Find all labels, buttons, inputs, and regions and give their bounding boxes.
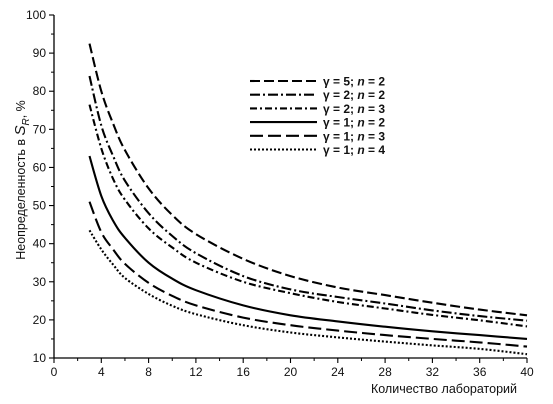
x-tick-label: 40 [520,365,534,379]
series-line-3 [88,104,528,328]
x-tick-label: 8 [145,365,152,379]
legend-label-6: γ = 1; n = 4 [323,143,385,157]
legend: γ = 5; n = 2γ = 2; n = 2γ = 2; n = 3γ = … [250,75,385,157]
legend-label-2: γ = 2; n = 2 [323,88,385,102]
x-axis-title: Количество лабораторий [371,382,517,396]
series-lines [88,43,528,356]
series-line-1 [88,43,528,317]
x-tick-label: 12 [189,365,203,379]
x-tick-label: 32 [426,365,440,379]
y-tick-label: 40 [33,237,47,251]
y-tick-label: 80 [33,84,47,98]
y-tick-label: 100 [26,8,46,22]
y-axis-title-prefix: Неопределенность в [14,136,28,260]
y-axis-title-suffix: , % [14,100,28,118]
x-tick-label: 0 [51,365,58,379]
x-tick-label: 20 [284,365,298,379]
x-tick-label: 36 [473,365,487,379]
y-tick-label: 30 [33,275,47,289]
x-tick-label: 24 [331,365,345,379]
y-tick-label: 60 [33,160,47,174]
y-tick-label: 50 [33,199,47,213]
series-line-2 [88,75,528,322]
legend-label-4: γ = 1; n = 2 [323,116,385,130]
y-tick-label: 70 [33,122,47,136]
y-axis-title: Неопределенность в SR, % [12,100,32,260]
legend-label-1: γ = 5; n = 2 [323,75,385,89]
y-axis-title-subscript: R [21,118,32,125]
x-axis-ticks: 0 4 8 12 16 20 24 28 32 36 40 [51,358,534,379]
x-tick-label: 4 [98,365,105,379]
x-tick-label: 28 [378,365,392,379]
y-tick-label: 10 [33,351,47,365]
legend-label-5: γ = 1; n = 3 [323,129,385,143]
x-tick-label: 16 [237,365,251,379]
series-line-5 [88,201,528,348]
y-axis-ticks: 10 20 30 40 50 60 70 80 90 100 [26,8,54,365]
series-line-4 [88,155,528,340]
legend-label-3: γ = 2; n = 3 [323,102,385,116]
y-tick-label: 20 [33,313,47,327]
y-axis-title-symbol: S [12,126,29,136]
y-tick-label: 90 [33,46,47,60]
